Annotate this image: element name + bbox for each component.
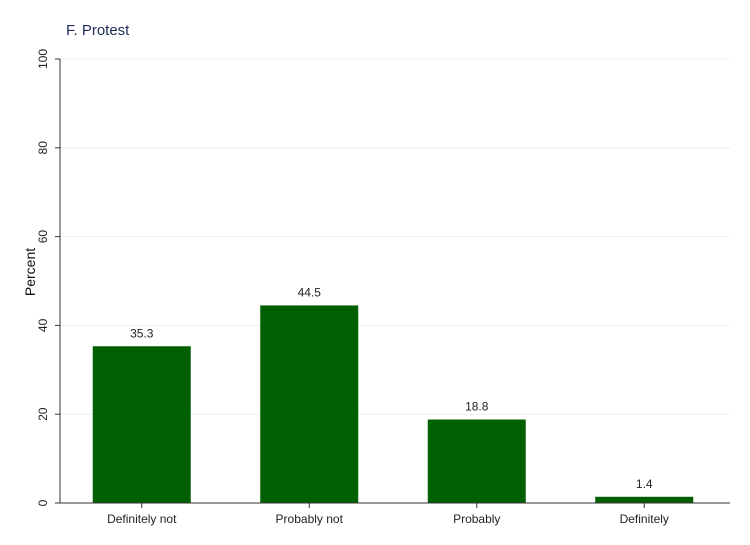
x-tick-label: Probably [453, 512, 500, 526]
bar-value-label: 18.8 [465, 400, 489, 414]
x-tick-label: Probably not [276, 512, 344, 526]
bar-value-label: 44.5 [298, 285, 322, 299]
y-tick-label: 20 [36, 407, 50, 421]
bar [92, 346, 191, 503]
bar [260, 305, 359, 503]
bar [595, 496, 694, 503]
y-tick-label: 0 [36, 499, 50, 506]
y-tick-label: 60 [36, 230, 50, 244]
y-axis: 0 20 40 60 80 100 [36, 49, 61, 506]
bar-value-label: 1.4 [636, 477, 653, 491]
bars: 35.3 44.5 18.8 1.4 [92, 285, 694, 503]
x-tick-label: Definitely [620, 512, 669, 526]
y-axis-label: Percent [22, 248, 38, 296]
bar [427, 419, 526, 503]
chart-title: F. Protest [66, 22, 130, 39]
x-tick-label: Definitely not [107, 512, 177, 526]
y-tick-label: 40 [36, 318, 50, 332]
bar-value-label: 35.3 [130, 326, 154, 340]
x-axis: Definitely not Probably not Probably Defini… [60, 502, 730, 526]
y-tick-label: 80 [36, 141, 50, 155]
grid-lines [60, 58, 730, 415]
y-tick-label: 100 [36, 49, 50, 69]
